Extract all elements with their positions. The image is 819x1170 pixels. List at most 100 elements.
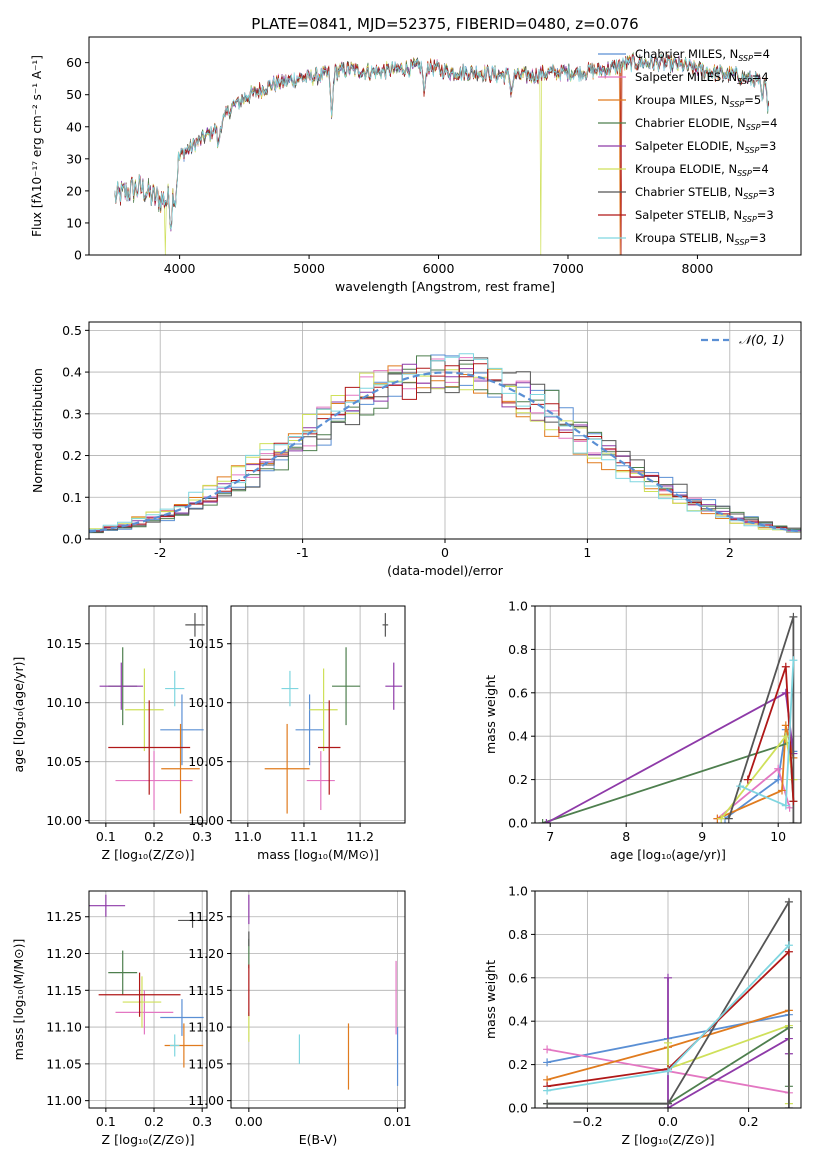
x-tick-label: 7000	[552, 261, 584, 276]
plot-area	[114, 51, 769, 255]
y-tick-label: 10.10	[46, 695, 82, 710]
x-tick-label: 11.0	[234, 829, 262, 844]
plot-area	[538, 612, 798, 823]
y-tick-label: 0.8	[508, 642, 528, 657]
y-tick-label: 11.15	[46, 983, 82, 998]
axes-frame	[534, 605, 802, 824]
x-tick-label: 0	[441, 545, 449, 560]
y-tick-label: 0.0	[508, 816, 528, 831]
x-tick-label: 4000	[164, 261, 196, 276]
weight-marker	[743, 775, 752, 784]
weight-marker	[724, 814, 733, 823]
axes-frame	[230, 605, 406, 824]
legend-entry-2: Kroupa MILES, NSSP=5	[635, 93, 761, 109]
x-tick-label: 6000	[423, 261, 455, 276]
y-tick-label: 11.20	[46, 946, 82, 961]
y-tick-label: 1.0	[508, 884, 528, 899]
spectrum-line-5	[114, 56, 769, 255]
y-axis-label: mass weight	[483, 960, 498, 1039]
y-tick-label: 11.00	[188, 1093, 224, 1108]
y-tick-label: 0.4	[62, 365, 82, 380]
y-tick-label: 10.00	[188, 813, 224, 828]
x-tick-label: 0.01	[384, 1114, 412, 1129]
weight-marker	[717, 814, 726, 823]
weight-marker	[543, 1086, 552, 1095]
weight-marker	[789, 656, 798, 665]
y-tick-label: 1.0	[508, 599, 528, 614]
x-tick-label: 0.2	[144, 1114, 164, 1129]
x-tick-label: 10	[770, 829, 786, 844]
figure-title: PLATE=0841, MJD=52375, FIBERID=0480, z=0…	[251, 15, 638, 33]
plot-area	[89, 353, 801, 539]
y-tick-label: 11.05	[188, 1056, 224, 1071]
weight-marker	[543, 1045, 552, 1054]
weight-marker	[774, 764, 783, 773]
weight-marker	[543, 1058, 552, 1067]
panel-age-vs-mass: 11.0 11.1 11.2 10.00 10.05 10.10 10.15 mass [lo…	[188, 605, 406, 862]
y-tick-label: 10.15	[46, 636, 82, 651]
y-axis-label: mass [log₁₀(M/M⊙)]	[11, 939, 26, 1061]
y-tick-label: 0.3	[62, 406, 82, 421]
weight-marker	[543, 1099, 552, 1108]
x-tick-label: 11.2	[346, 829, 374, 844]
y-tick-label: 11.10	[188, 1020, 224, 1035]
y-tick-label: 0.0	[508, 1101, 528, 1116]
plot-area	[264, 613, 403, 814]
spectrum-line-7	[114, 54, 769, 255]
legend-entry-normal: 𝒩(0, 1)	[739, 332, 785, 347]
x-tick-label: 0.3	[192, 1114, 212, 1129]
x-tick-label: 0.0	[658, 1114, 678, 1129]
spectrum-line-8	[114, 53, 769, 230]
x-tick-label: 11.1	[290, 829, 318, 844]
x-tick-label: 5000	[293, 261, 325, 276]
weight-marker	[781, 662, 790, 671]
x-axis-label: Z [log₁₀(Z/Z⊙)]	[622, 1132, 715, 1147]
legend-entry-7: Salpeter STELIB, NSSP=3	[635, 208, 774, 224]
y-tick-label: 10.00	[46, 813, 82, 828]
y-tick-label: 11.20	[188, 946, 224, 961]
weight-marker	[664, 1067, 672, 1076]
x-axis-label: Z [log₁₀(Z/Z⊙)]	[102, 1132, 195, 1147]
weight-marker	[664, 1099, 672, 1108]
y-tick-label: 0.5	[62, 323, 82, 338]
y-tick-label: 0.2	[508, 772, 528, 787]
weight-marker	[781, 688, 790, 697]
x-axis-label: Z [log₁₀(Z/Z⊙)]	[102, 847, 195, 862]
y-tick-label: 20	[66, 183, 82, 198]
weight-marker	[538, 819, 547, 823]
y-tick-label: 50	[66, 87, 82, 102]
x-tick-label: 0.1	[96, 1114, 116, 1129]
y-tick-label: 0.1	[62, 490, 82, 505]
panels: Chabrier MILES, NSSP=4 Salpeter MILES, NS…	[11, 36, 802, 1147]
weight-marker	[781, 801, 790, 810]
panel-age-vs-Z: 0.1 0.2 0.3 10.00 10.05 10.10 10.15 Z [log₁₀(Z/…	[11, 605, 212, 862]
x-tick-label: 0.2	[144, 829, 164, 844]
weight-marker	[784, 1104, 793, 1108]
x-tick-label: 7	[546, 829, 554, 844]
weight-marker	[664, 1038, 672, 1047]
x-tick-label: 9	[698, 829, 706, 844]
histogram-7	[89, 363, 801, 539]
weight-line-4	[545, 691, 795, 823]
y-tick-label: 11.25	[188, 909, 224, 924]
plot-area	[89, 894, 207, 1068]
y-tick-label: 11.00	[46, 1093, 82, 1108]
panel-weight-vs-Z: −0.2 0.0 0.2 0.0 0.2 0.4 0.6 0.8 1.0 Z [log₁₀(Z/Z…	[483, 884, 802, 1147]
axes-frame	[88, 605, 208, 824]
y-tick-label: 0.6	[508, 970, 528, 985]
y-tick-label: 60	[66, 55, 82, 70]
y-tick-label: 40	[66, 119, 82, 134]
weight-line-6	[547, 898, 790, 1108]
y-tick-label: 0.4	[508, 729, 528, 744]
normal-curve	[89, 371, 801, 533]
axes-frame	[88, 36, 802, 256]
x-tick-label: 0.1	[96, 829, 116, 844]
x-axis-label: wavelength [Angstrom, rest frame]	[335, 279, 555, 294]
legend-entry-3: Chabrier ELODIE, NSSP=4	[635, 116, 777, 132]
weight-marker	[789, 797, 798, 806]
legend-entry-4: Salpeter ELODIE, NSSP=3	[635, 139, 776, 155]
y-tick-label: 0.2	[508, 1057, 528, 1072]
panel-mass-vs-Z: 0.1 0.2 0.3 11.00 11.05 11.10 11.15 11.20 11.25 Z…	[11, 890, 212, 1147]
legend-entry-5: Kroupa ELODIE, NSSP=4	[635, 162, 769, 178]
weight-line-4	[667, 977, 790, 1108]
